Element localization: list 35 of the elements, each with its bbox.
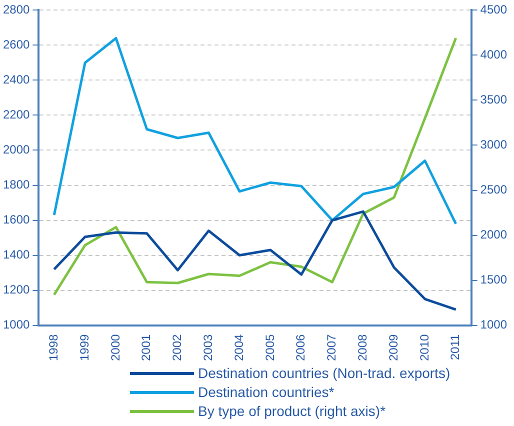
y2-tick-label: 4500	[480, 2, 508, 17]
y-tick-label: 1200	[2, 282, 30, 297]
y2-tick-label: 2000	[480, 228, 508, 242]
x-tick-label: 2005	[262, 334, 277, 362]
legend-label: Destination countries*	[198, 383, 334, 402]
y2-tick-label: 1000	[480, 318, 508, 332]
y-tick-label: 1400	[2, 248, 30, 262]
x-tick-label: 2004	[232, 334, 246, 362]
x-tick-label: 2010	[417, 334, 432, 362]
y-tick-label: 2600	[2, 38, 30, 52]
x-tick-label: 2011	[448, 334, 462, 360]
x-tick-label: 2002	[170, 334, 184, 362]
y-tick-label: 2000	[2, 142, 30, 157]
x-tick-label: 2009	[386, 334, 400, 362]
x-tick-label: 2008	[355, 334, 370, 362]
y-tick-label: 1800	[2, 178, 30, 192]
legend-label: Destination countries (Non-trad. exports)	[198, 364, 450, 383]
y2-tick-label: 2500	[480, 182, 508, 197]
y-tick-label: 2400	[2, 72, 30, 87]
y2-tick-label: 4000	[480, 48, 508, 62]
x-tick-label: 2001	[139, 334, 154, 362]
y-tick-label: 2800	[2, 2, 30, 17]
x-tick-label: 1999	[77, 334, 92, 362]
y-tick-label: 1000	[2, 318, 30, 332]
x-tick-label: 2007	[324, 334, 339, 362]
x-tick-label: 2006	[294, 334, 308, 362]
y2-tick-label: 3500	[480, 92, 508, 107]
x-tick-label: 2000	[108, 334, 122, 362]
y2-tick-label: 1500	[480, 272, 508, 287]
y-tick-label: 1600	[2, 212, 30, 227]
x-tick-label: 2003	[200, 334, 215, 362]
legend-label: By type of product (right axis)*	[198, 402, 386, 421]
y-tick-label: 2200	[2, 108, 30, 122]
x-tick-label: 1998	[46, 334, 60, 362]
y2-tick-label: 3000	[480, 138, 508, 152]
